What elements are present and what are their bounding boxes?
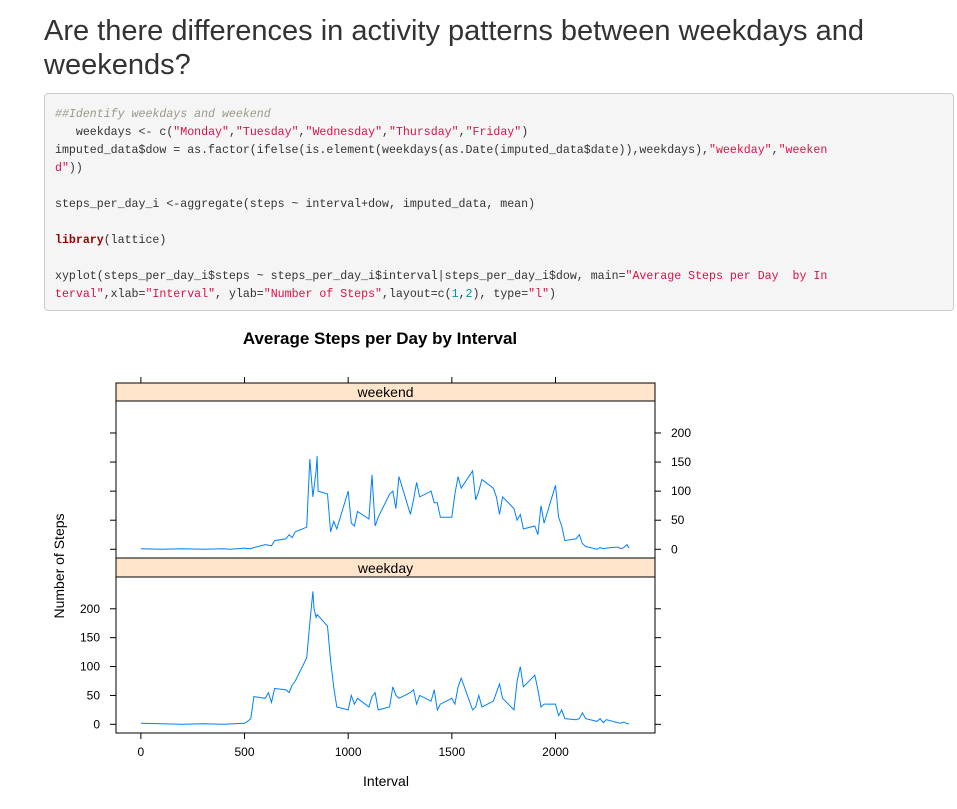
code-token: "Wednesday" xyxy=(305,126,383,139)
code-token: 2 xyxy=(465,288,473,301)
x-tick-label: 1000 xyxy=(335,745,362,759)
strip-label: weekday xyxy=(357,560,413,576)
code-token: weekdays <- c( xyxy=(55,126,174,139)
code-token: (lattice) xyxy=(103,234,167,247)
chart-title: Average Steps per Day by Interval xyxy=(243,329,517,348)
code-token: , xyxy=(382,126,390,139)
code-line: xyplot(steps_per_day_i$steps ~ steps_per… xyxy=(55,268,943,286)
code-token: ,layout=c( xyxy=(382,288,452,301)
code-token: library xyxy=(55,234,104,247)
code-token: ) xyxy=(521,126,529,139)
code-token: "Number of Steps" xyxy=(263,288,383,301)
code-token: ,xlab= xyxy=(103,288,146,301)
x-axis-label: Interval xyxy=(363,773,409,789)
code-token: "weeken xyxy=(778,144,828,157)
code-token: "weekday" xyxy=(709,144,772,157)
y-tick-label: 0 xyxy=(93,717,100,731)
section-heading: Are there differences in activity patter… xyxy=(44,15,864,81)
code-line: imputed_data$dow = as.factor(ifelse(is.e… xyxy=(55,142,943,160)
code-token: , xyxy=(458,126,466,139)
y-tick-label: 100 xyxy=(80,660,100,674)
code-token: xyplot(steps_per_day_i$steps ~ steps_per… xyxy=(55,270,626,283)
code-token: , xyxy=(228,126,236,139)
code-token: 1 xyxy=(451,288,459,301)
x-tick-label: 2000 xyxy=(542,745,569,759)
y-tick-label: 150 xyxy=(671,455,691,469)
series-line-weekday xyxy=(140,591,630,725)
y-tick-label: 50 xyxy=(671,513,685,527)
code-line: terval",xlab="Interval", ylab="Number of… xyxy=(55,286,943,304)
code-token: "Tuesday" xyxy=(235,126,299,139)
code-line: weekdays <- c("Monday","Tuesday","Wednes… xyxy=(55,124,943,142)
code-token: ) xyxy=(549,288,557,301)
code-token: ##Identify weekdays and weekend xyxy=(55,108,271,121)
code-line: library(lattice) xyxy=(55,232,943,250)
code-line: steps_per_day_i <-aggregate(steps ~ inte… xyxy=(55,196,943,214)
code-line: ##Identify weekdays and weekend xyxy=(55,106,943,124)
y-tick-label: 0 xyxy=(671,542,678,556)
code-token: d" xyxy=(55,162,69,175)
y-tick-label: 200 xyxy=(80,602,100,616)
code-token: , xyxy=(458,288,466,301)
panel-frame xyxy=(115,576,656,734)
y-axis-label: Number of Steps xyxy=(51,513,67,618)
code-token: terval" xyxy=(55,288,104,301)
code-token: ), type= xyxy=(472,288,529,301)
code-token: , ylab= xyxy=(215,288,264,301)
code-token: "Interval" xyxy=(145,288,216,301)
y-tick-label: 50 xyxy=(87,688,101,702)
code-line xyxy=(55,178,943,196)
code-block: ##Identify weekdays and weekend weekdays… xyxy=(44,93,954,311)
x-tick-label: 0 xyxy=(138,745,145,759)
code-token: "Friday" xyxy=(465,126,522,139)
code-token: "Average Steps per Day by In xyxy=(625,270,828,283)
panel-frame xyxy=(115,400,656,559)
code-token: , xyxy=(771,144,779,157)
y-tick-label: 150 xyxy=(80,631,100,645)
code-token: steps_per_day_i <-aggregate(steps ~ inte… xyxy=(55,198,536,211)
code-token: )) xyxy=(68,162,83,175)
code-line xyxy=(55,214,943,232)
code-token: "l" xyxy=(528,288,550,301)
strip-label: weekend xyxy=(356,384,413,400)
series-line-weekend xyxy=(140,456,630,550)
code-line: d")) xyxy=(55,160,943,178)
lattice-xyplot: Average Steps per Day by Interval Interv… xyxy=(51,329,691,789)
code-token: "Thursday" xyxy=(389,126,459,139)
x-tick-label: 500 xyxy=(235,745,255,759)
code-line xyxy=(55,250,943,268)
code-token: "Monday" xyxy=(173,126,229,139)
code-token: imputed_data$dow = as.factor(ifelse(is.e… xyxy=(55,144,709,157)
x-tick-label: 1500 xyxy=(438,745,465,759)
y-tick-label: 100 xyxy=(671,484,691,498)
code-token: , xyxy=(298,126,306,139)
y-tick-label: 200 xyxy=(671,426,691,440)
